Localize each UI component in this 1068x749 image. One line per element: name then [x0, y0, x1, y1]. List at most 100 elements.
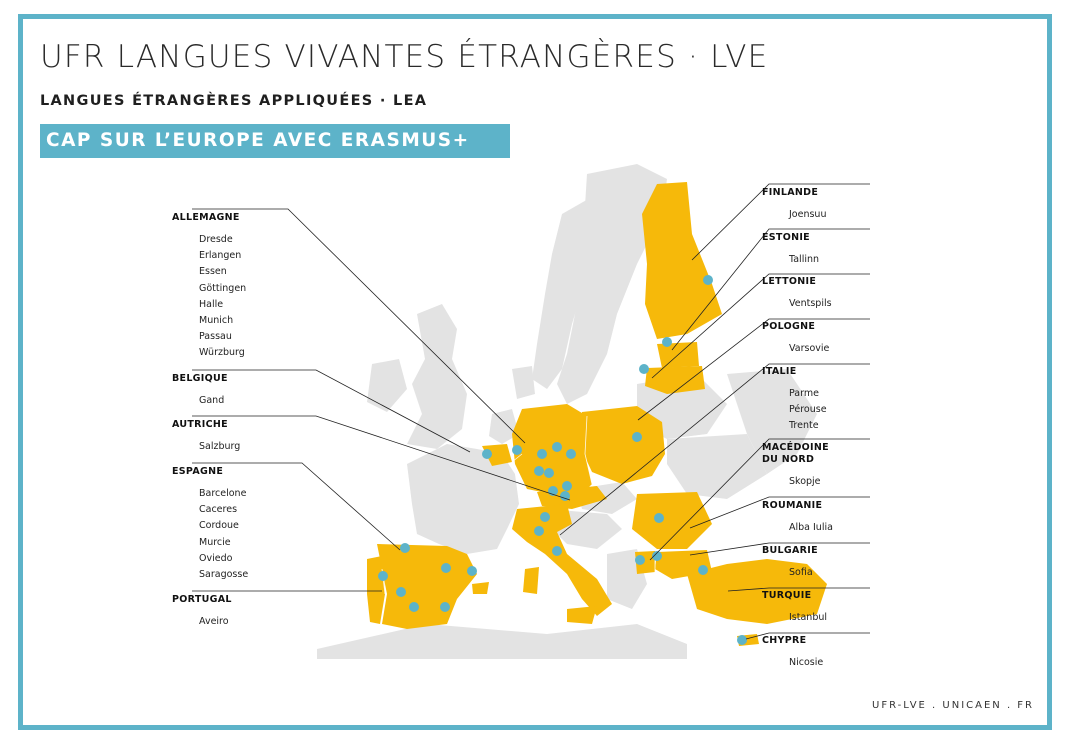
city-marker	[534, 466, 544, 476]
city-name: Erlangen	[199, 250, 242, 262]
city-marker	[534, 526, 544, 536]
city-marker	[662, 337, 672, 347]
legend-country-block: ESPAGNE Barcelone Caceres Cordoue Murcie Ovie…	[172, 466, 248, 583]
city-list: Istanbul	[762, 610, 827, 626]
country-name: ESPAGNE	[172, 466, 224, 477]
legend-country-block: MACÉDOINE DU NORD Skopje	[762, 442, 829, 490]
city-name: Barcelone	[199, 488, 247, 499]
city-name: Varsovie	[789, 343, 830, 354]
city-list: Dresde Erlangen Essen Göttingen Halle Munich P…	[172, 232, 246, 362]
country-shape-roumanie	[632, 492, 712, 549]
city-name: Gand	[199, 395, 225, 406]
city-marker	[378, 571, 388, 581]
city-marker	[737, 635, 747, 645]
country-name-line2: DU NORD	[762, 454, 815, 465]
city-marker	[409, 602, 419, 612]
legend-country-block: AUTRICHE Salzburg	[172, 419, 240, 455]
legend-country-block: FINLANDE Joensuu	[762, 187, 826, 223]
erasmus-banner: CAP SUR L’EUROPE AVEC ERASMUS+	[40, 124, 510, 158]
country-name: AUTRICHE	[172, 419, 228, 430]
city-marker	[482, 449, 492, 459]
city-name: Oviedo	[199, 552, 233, 564]
city-name: Halle	[199, 298, 224, 310]
city-marker	[400, 543, 410, 553]
city-marker	[544, 468, 554, 478]
country-shape-turquie	[687, 559, 827, 624]
city-list: Skopje	[762, 474, 829, 490]
legend-country-block: BELGIQUE Gand	[172, 373, 228, 409]
city-list: Varsovie	[762, 341, 829, 357]
city-marker	[440, 602, 450, 612]
city-marker	[639, 364, 649, 374]
city-marker	[632, 432, 642, 442]
city-marker	[467, 566, 477, 576]
country-name: CHYPRE	[762, 635, 807, 646]
country-name: ESTONIE	[762, 232, 810, 243]
country-shape-portugal	[367, 556, 385, 624]
country-name: TURQUIE	[762, 590, 812, 601]
city-list: Aveiro	[172, 614, 232, 630]
city-list: Nicosie	[762, 655, 823, 671]
city-list: Joensuu	[762, 207, 826, 223]
city-marker	[396, 587, 406, 597]
city-name: Aveiro	[199, 616, 229, 627]
city-list: Sofia	[762, 565, 818, 581]
legend-country-block: TURQUIE Istanbul	[762, 590, 827, 626]
city-name: Munich	[199, 315, 234, 327]
city-marker	[654, 513, 664, 523]
legend-country-block: ITALIE Parme Pérouse Trente	[762, 366, 827, 435]
city-name: Sofia	[789, 567, 813, 578]
page-title: UFR LANGUES VIVANTES ÉTRANGÈRES · LVE	[40, 39, 769, 75]
country-shape-estonie	[657, 342, 699, 368]
city-marker	[562, 481, 572, 491]
country-name: BULGARIE	[762, 545, 818, 556]
country-name: MACÉDOINE	[762, 442, 829, 453]
city-name: Tallinn	[789, 254, 820, 265]
city-list: Tallinn	[762, 252, 819, 268]
city-list: Gand	[172, 393, 228, 409]
country-name: FINLANDE	[762, 187, 819, 198]
city-marker	[566, 449, 576, 459]
legend-country-block: PORTUGAL Aveiro	[172, 594, 232, 630]
country-name: PORTUGAL	[172, 594, 232, 605]
city-marker	[635, 555, 645, 565]
legend-country-block: LETTONIE Ventspils	[762, 276, 832, 312]
city-name: Pérouse	[789, 404, 827, 416]
country-name: POLOGNE	[762, 321, 816, 332]
country-shape-allemagne	[512, 404, 592, 499]
city-list: Barcelone Caceres Cordoue Murcie Oviedo Sarag…	[172, 486, 248, 583]
city-list: Salzburg	[172, 439, 240, 455]
city-marker	[560, 491, 570, 501]
legend-country-block: ESTONIE Tallinn	[762, 232, 819, 268]
city-marker	[441, 563, 451, 573]
city-list: Parme Pérouse Trente	[762, 386, 827, 435]
city-name: Göttingen	[199, 282, 247, 294]
country-name: ROUMANIE	[762, 500, 823, 511]
city-marker	[540, 512, 550, 522]
city-name: Istanbul	[789, 612, 828, 623]
country-name: BELGIQUE	[172, 373, 228, 384]
city-marker	[512, 445, 522, 455]
city-name: Saragosse	[199, 569, 249, 581]
footer-url: UFR-LVE . UNICAEN . FR	[872, 700, 1034, 711]
city-list: Ventspils	[762, 296, 832, 312]
city-name: Würzburg	[199, 347, 245, 359]
country-shape-espagne	[377, 544, 477, 629]
city-name: Skopje	[789, 476, 821, 487]
city-marker	[703, 275, 713, 285]
city-name: Dresde	[199, 234, 233, 245]
legend-country-block: BULGARIE Sofia	[762, 545, 818, 581]
legend-country-block: ROUMANIE Alba Iulia	[762, 500, 833, 536]
city-marker	[652, 551, 662, 561]
city-list: Alba Iulia	[762, 520, 833, 536]
country-shape-pologne	[579, 406, 665, 484]
country-name: LETTONIE	[762, 276, 817, 287]
city-marker	[698, 565, 708, 575]
city-name: Caceres	[199, 504, 238, 516]
country-name: ITALIE	[762, 366, 797, 377]
city-name: Passau	[199, 331, 232, 343]
city-name: Murcie	[199, 536, 231, 548]
legend-country-block: CHYPRE Nicosie	[762, 635, 823, 671]
city-name: Trente	[789, 420, 819, 432]
legend-country-block: POLOGNE Varsovie	[762, 321, 829, 357]
